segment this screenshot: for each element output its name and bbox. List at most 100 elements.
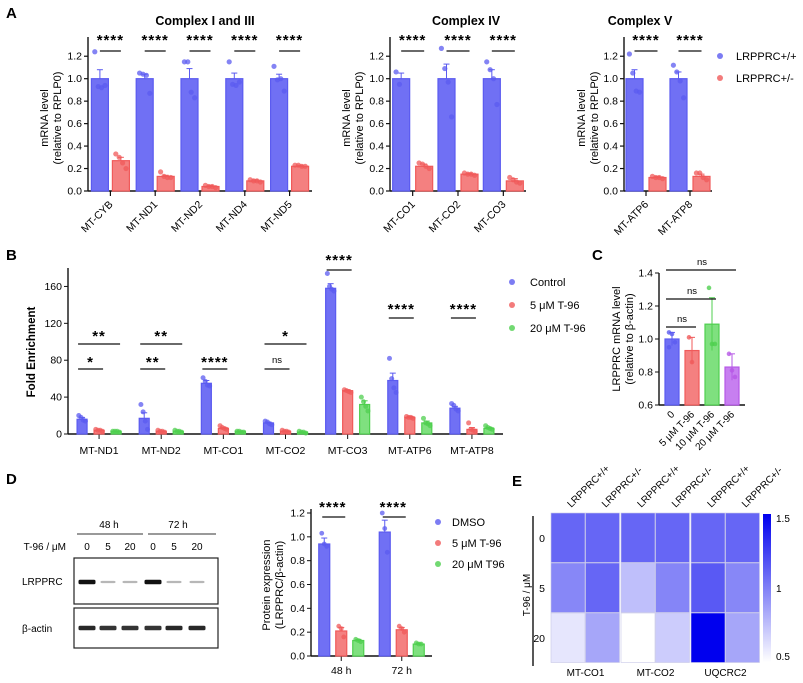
data-point <box>341 634 347 640</box>
data-point <box>188 89 194 95</box>
row-label: T-96 / μM <box>24 542 66 553</box>
heatmap-cell <box>620 512 656 563</box>
data-point <box>393 69 399 75</box>
data-point <box>677 78 683 84</box>
significance-label: **** <box>97 32 124 49</box>
data-point <box>637 89 643 95</box>
time-group-label: 48 h <box>99 520 118 531</box>
significance-label: ** <box>92 328 106 345</box>
x-tick-label: 0 <box>665 409 677 421</box>
significance-label: **** <box>450 301 477 318</box>
significance-label: **** <box>186 32 213 49</box>
data-point <box>674 69 680 75</box>
y-tick-label: 1.0 <box>290 531 305 543</box>
significance-label: **** <box>319 499 346 516</box>
significance-label: **** <box>632 32 659 49</box>
blot-band <box>188 625 206 631</box>
legend-label: 5 μM T-96 <box>452 538 502 550</box>
y-tick-label: 1.0 <box>603 73 618 85</box>
legend-label: Control <box>530 277 565 289</box>
lane-label: 20 <box>191 542 203 553</box>
x-tick-label: MT-ATP8 <box>450 445 494 457</box>
data-point <box>324 543 330 549</box>
y-tick-label: 0.4 <box>67 141 82 153</box>
y-tick-label: 1.2 <box>67 51 82 63</box>
data-point <box>379 510 385 516</box>
data-point <box>391 385 397 391</box>
data-point <box>281 88 287 94</box>
significance-label: **** <box>325 252 352 269</box>
bar <box>664 338 680 406</box>
data-point <box>697 170 703 176</box>
data-point <box>303 430 309 436</box>
heatmap-cell <box>725 512 760 563</box>
blot-band <box>121 625 139 631</box>
data-point <box>226 59 232 65</box>
legend-label: 5 μM T-96 <box>530 300 580 312</box>
y-tick-label: 0.2 <box>290 627 305 639</box>
chart-title: Complex V <box>608 14 673 28</box>
data-point <box>338 626 344 631</box>
group-label: MT-CO2 <box>637 668 675 679</box>
y-tick-label: 0.8 <box>638 367 653 379</box>
significance-label: ns <box>687 286 697 297</box>
data-point <box>213 185 219 191</box>
lane-label: 5 <box>171 542 177 553</box>
data-point <box>726 351 732 357</box>
data-point <box>358 394 364 400</box>
legend-marker <box>509 279 515 285</box>
data-point <box>426 165 432 172</box>
data-point <box>236 79 242 85</box>
y-tick-label: 1.2 <box>290 508 305 520</box>
data-point <box>382 526 388 531</box>
y-axis-label: mRNA level <box>341 89 353 146</box>
legend-marker <box>435 540 441 546</box>
data-point <box>102 82 108 89</box>
data-point <box>302 163 308 169</box>
y-tick-label: 0.4 <box>290 603 305 615</box>
y-axis-label: mRNA level <box>39 89 51 146</box>
data-point <box>348 390 354 395</box>
y-tick-label: 0.6 <box>603 118 618 130</box>
heatmap-cell <box>655 562 690 613</box>
data-point <box>278 76 284 82</box>
data-point <box>271 63 277 69</box>
data-point <box>686 335 692 340</box>
data-point <box>420 415 426 421</box>
row-label: 0 <box>539 533 545 545</box>
y-tick-label: 0.8 <box>603 96 618 108</box>
heatmap-cell <box>550 512 586 563</box>
data-point <box>484 59 490 65</box>
significance-label: * <box>87 354 94 371</box>
data-point <box>138 401 144 407</box>
blot-band <box>78 625 96 631</box>
bar <box>225 78 244 192</box>
significance-label: * <box>282 328 289 345</box>
y-tick-label: 0.2 <box>369 163 384 175</box>
data-point <box>233 82 239 89</box>
data-point <box>669 331 675 337</box>
significance-label: **** <box>142 32 169 49</box>
data-point <box>489 426 495 432</box>
heatmap-cell <box>550 612 586 663</box>
y-tick-label: 0.0 <box>369 186 384 198</box>
data-point <box>331 288 337 294</box>
data-point <box>113 151 119 157</box>
data-point <box>202 378 208 384</box>
y-tick-label: 0.0 <box>603 186 618 198</box>
lane-label: 5 <box>105 542 111 553</box>
significance-label: **** <box>201 354 228 371</box>
x-tick-label: MT-ND4 <box>214 199 250 235</box>
heatmap-cell <box>690 612 726 663</box>
data-point <box>455 408 461 414</box>
y-tick-label: 0 <box>56 429 62 441</box>
bar <box>270 78 289 192</box>
y-tick-label: 1.0 <box>638 334 653 346</box>
significance-label: **** <box>380 499 407 516</box>
y-tick-label: 0.0 <box>290 651 305 663</box>
significance-label: **** <box>676 32 703 49</box>
blot-band <box>78 579 96 585</box>
significance-label: ** <box>154 328 168 345</box>
blot-band <box>144 625 162 631</box>
bar <box>482 78 501 192</box>
